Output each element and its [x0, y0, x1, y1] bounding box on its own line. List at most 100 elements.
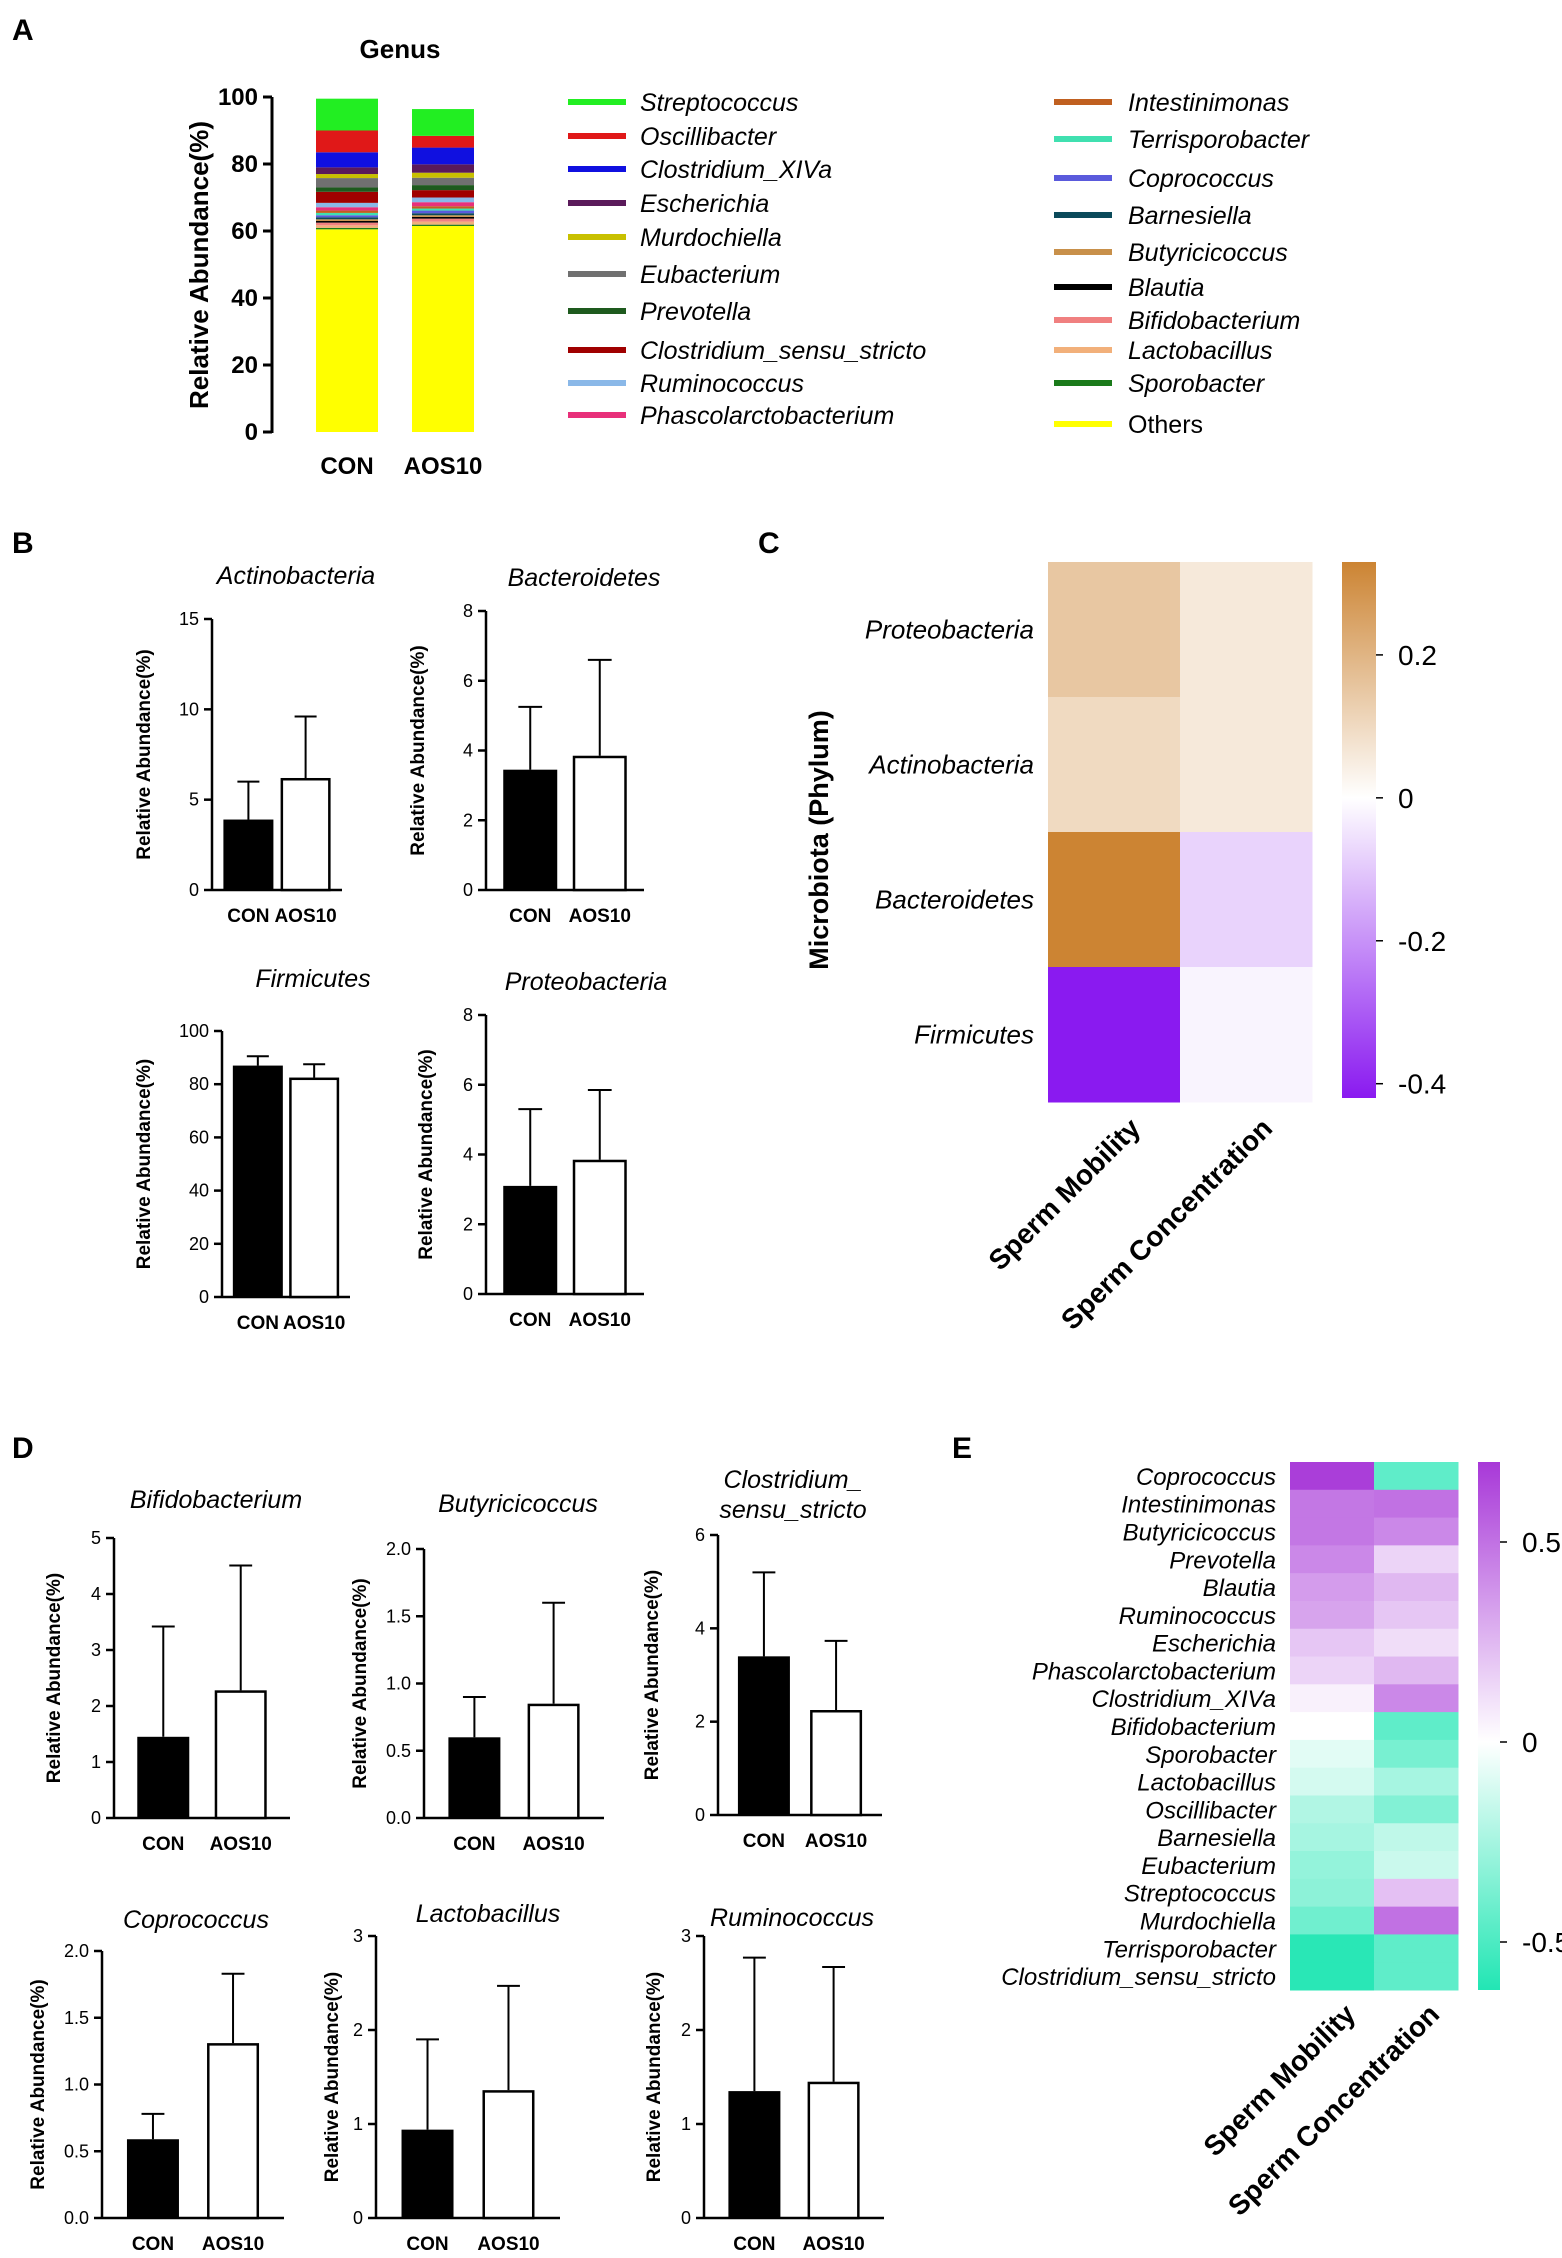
- panel-a-bar-segment-clostridium-xiva-con: [316, 152, 378, 168]
- panel-a-bar-segment-murdochiella-aos10: [412, 172, 474, 178]
- panel-a-legend-swatch-blautia: [1054, 284, 1112, 290]
- panel-a-ytick-label: 60: [231, 218, 258, 245]
- panel-b-bacteroidetes-title: Bacteroidetes: [508, 564, 661, 592]
- panel-e-cell-clostridium-xiva-sperm-mobility: [1290, 1684, 1375, 1713]
- panel-b-actinobacteria-title: Actinobacteria: [215, 562, 376, 590]
- panel-a-legend-label-prevotella: Prevotella: [640, 298, 751, 326]
- panel-c-row-label-bacteroidetes: Bacteroidetes: [875, 885, 1034, 915]
- panel-e-cell-prevotella-sperm-concentration: [1374, 1545, 1459, 1574]
- panel-a-legend-swatch-intestinimonas: [1054, 99, 1112, 105]
- panel-b-proteobacteria-bar-aos10: [572, 1159, 627, 1296]
- panel-d-bifidobacterium-bar-con: [137, 1736, 190, 1818]
- panel-d-clostridium-sensu-stricto-title-line: Clostridium_: [724, 1466, 863, 1494]
- panel-a-bar-segment-escherichia-con: [316, 167, 378, 175]
- panel-d-clostridium-sensu-stricto-title-line: sensu_stricto: [719, 1496, 866, 1524]
- panel-e-row-label-oscillibacter: Oscillibacter: [1145, 1797, 1277, 1824]
- panel-d-coprococcus-xtick-label: CON: [132, 2234, 174, 2255]
- panel-e-cell-streptococcus-sperm-mobility: [1290, 1878, 1375, 1908]
- panel-a-bar-segment-sporobacter-aos10: [412, 224, 474, 226]
- panel-c-row-label-proteobacteria: Proteobacteria: [865, 615, 1034, 645]
- panel-e-cell-sporobacter-sperm-concentration: [1374, 1739, 1459, 1769]
- panel-e-cell-escherichia-sperm-concentration: [1374, 1628, 1459, 1658]
- panel-c-cell-actinobacteria-sperm-mobility: [1048, 697, 1181, 833]
- panel-d-lactobacillus-bar-aos10: [482, 2090, 535, 2220]
- panel-a-legend-swatch-murdochiella: [568, 234, 626, 240]
- panel-d-coprococcus-y-label: Relative Abundance(%): [28, 1979, 49, 2189]
- panel-e-cell-oscillibacter-sperm-mobility: [1290, 1795, 1375, 1824]
- panel-a-legend-label-intestinimonas: Intestinimonas: [1128, 89, 1289, 117]
- panel-a-y-label: Relative Abundance(%): [184, 121, 214, 409]
- panel-d-bifidobacterium-ytick-label: 5: [91, 1528, 101, 1548]
- panel-d-ruminococcus-y-label: Relative Abundance(%): [644, 1972, 665, 2182]
- panel-a-legend-label-phascolarctobacterium: Phascolarctobacterium: [640, 402, 894, 430]
- panel-a-xtick-label: CON: [320, 453, 373, 480]
- panel-e-cell-butyricicoccus-sperm-concentration: [1374, 1517, 1459, 1546]
- panel-d-bifidobacterium-xtick-label: AOS10: [210, 1834, 272, 1855]
- panel-b-firmicutes-title: Firmicutes: [255, 965, 370, 993]
- panel-e-cell-barnesiella-sperm-concentration: [1374, 1823, 1459, 1852]
- panel-e-row-label-murdochiella: Murdochiella: [1140, 1909, 1276, 1936]
- panel-a-ytick-label: 100: [218, 84, 258, 111]
- panel-b-actinobacteria-bar-aos10: [280, 777, 331, 892]
- panel-a-xtick-label: AOS10: [404, 453, 483, 480]
- panel-c-cell-firmicutes-sperm-mobility: [1048, 967, 1181, 1103]
- panel-a-legend-swatch-prevotella: [568, 308, 626, 314]
- panel-e-colorbar-label: 0: [1522, 1727, 1538, 1758]
- panel-a-bar-segment-intestinimonas-aos10: [412, 206, 474, 209]
- panel-b-actinobacteria-ytick-label: 10: [179, 699, 199, 719]
- panel-a-bar-segment-terrisporobacter-aos10: [412, 208, 474, 211]
- panel-b-actinobacteria-ytick-label: 0: [189, 880, 199, 900]
- panel-b-firmicutes-ytick-label: 40: [189, 1181, 209, 1201]
- panel-e-row-label-lactobacillus: Lactobacillus: [1137, 1770, 1276, 1797]
- panel-e-row-label-phascolarctobacterium: Phascolarctobacterium: [1032, 1658, 1276, 1685]
- panel-b-proteobacteria-ytick-label: 2: [463, 1214, 473, 1234]
- panel-e-cell-terrisporobacter-sperm-mobility: [1290, 1934, 1375, 1963]
- panel-e-cell-lactobacillus-sperm-mobility: [1290, 1767, 1375, 1796]
- panel-a-bar-segment-oscillibacter-con: [316, 130, 378, 153]
- panel-b-firmicutes-xtick-label: AOS10: [283, 1313, 345, 1334]
- panel-d-clostridium-sensu-stricto-ytick-label: 0: [695, 1805, 705, 1825]
- panel-e-cell-bifidobacterium-sperm-concentration: [1374, 1712, 1459, 1741]
- panel-e-row-label-clostridium-xiva: Clostridium_XIVa: [1091, 1686, 1276, 1713]
- panel-e-cell-terrisporobacter-sperm-concentration: [1374, 1934, 1459, 1963]
- panel-d-butyricicoccus-bar-aos10: [527, 1703, 580, 1820]
- panel-e-column-label-sperm-mobility: Sperm Mobility: [1197, 1998, 1361, 2162]
- panel-a-bar-segment-coprococcus-con: [316, 215, 378, 218]
- panel-e-cell-butyricicoccus-sperm-mobility: [1290, 1517, 1375, 1546]
- panel-b-proteobacteria-y-label: Relative Abundance(%): [416, 1049, 437, 1259]
- panel-a-legend-label-sporobacter: Sporobacter: [1128, 370, 1266, 398]
- panel-e-row-label-ruminococcus: Ruminococcus: [1119, 1603, 1276, 1630]
- panel-a-bar-segment-blautia-aos10: [412, 216, 474, 219]
- panel-d-clostridium-sensu-stricto-bar-aos10: [810, 1710, 863, 1817]
- panel-c-column-label-sperm-concentration: Sperm Concentration: [1055, 1112, 1278, 1335]
- panel-a-bar-segment-eubacterium-aos10: [412, 177, 474, 186]
- panel-a-bar-segment-phascolarctobacterium-con: [316, 207, 378, 211]
- panel-b-proteobacteria-ytick-label: 6: [463, 1075, 473, 1095]
- panel-e-row-label-streptococcus: Streptococcus: [1124, 1881, 1276, 1908]
- panel-d-lactobacillus-title: Lactobacillus: [416, 1900, 561, 1928]
- panel-c-cell-bacteroidetes-sperm-concentration: [1180, 832, 1313, 968]
- panel-a-legend-label-others: Others: [1128, 411, 1203, 439]
- panel-a-bar-segment-murdochiella-con: [316, 174, 378, 179]
- panel-e-cell-intestinimonas-sperm-concentration: [1374, 1489, 1459, 1519]
- panel-b-bacteroidetes-bar-aos10: [572, 755, 627, 892]
- panel-e-row-label-terrisporobacter: Terrisporobacter: [1102, 1936, 1277, 1963]
- panel-e-cell-blautia-sperm-concentration: [1374, 1573, 1459, 1602]
- panel-d-coprococcus-xtick-label: AOS10: [202, 2234, 264, 2255]
- panel-a-legend-label-clostridium-sensu-stricto: Clostridium_sensu_stricto: [640, 337, 926, 365]
- panel-a-legend-swatch-others: [1054, 421, 1112, 427]
- panel-d-bifidobacterium-ytick-label: 1: [91, 1752, 101, 1772]
- panel-a-bar-segment-prevotella-con: [316, 187, 378, 192]
- panel-e-cell-escherichia-sperm-mobility: [1290, 1628, 1375, 1658]
- panel-e-cell-clostridium-sensu-stricto-sperm-concentration: [1374, 1962, 1459, 1991]
- panel-e-cell-eubacterium-sperm-mobility: [1290, 1851, 1375, 1880]
- panel-a-bar-segment-lactobacillus-aos10: [412, 221, 474, 225]
- panel-e-row-label-butyricicoccus: Butyricicoccus: [1123, 1519, 1276, 1546]
- panel-d-lactobacillus-ytick-label: 1: [353, 2114, 363, 2134]
- panel-b-firmicutes-ytick-label: 20: [189, 1234, 209, 1254]
- panel-a-legend-label-blautia: Blautia: [1128, 274, 1205, 302]
- panel-a-ytick-label: 20: [231, 352, 258, 379]
- panel-label-d: D: [12, 1432, 34, 1465]
- panel-a-legend-swatch-terrisporobacter: [1054, 136, 1112, 142]
